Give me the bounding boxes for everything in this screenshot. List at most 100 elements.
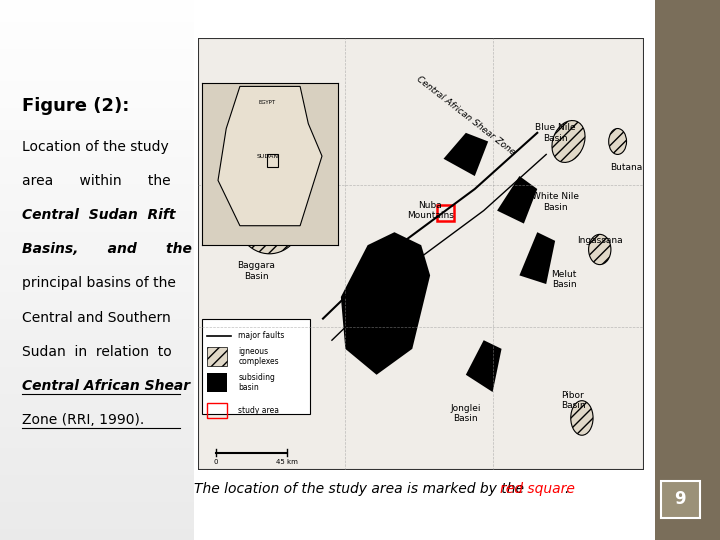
Text: 9: 9 — [675, 490, 686, 509]
Bar — [0, 38, 194, 43]
Bar — [0, 27, 194, 32]
Bar — [0, 232, 194, 238]
Bar — [0, 432, 194, 437]
Bar — [0, 421, 194, 427]
Text: Melut
Basin: Melut Basin — [552, 270, 577, 289]
Text: Nuba
Mountains: Nuba Mountains — [407, 201, 454, 220]
Bar — [0, 437, 194, 443]
Text: Blue Nile
Basin: Blue Nile Basin — [535, 123, 575, 143]
Text: Baggara
Basin: Baggara Basin — [237, 261, 275, 281]
Bar — [0, 194, 194, 200]
Bar — [0, 518, 194, 524]
Bar — [0, 351, 194, 356]
Text: White Nile
Basin: White Nile Basin — [531, 192, 579, 212]
Bar — [0, 157, 194, 162]
Bar — [0, 22, 194, 27]
Bar — [0, 205, 194, 211]
Bar — [0, 227, 194, 232]
Polygon shape — [466, 340, 502, 392]
Text: area      within      the: area within the — [22, 174, 170, 188]
Bar — [0, 92, 194, 97]
Text: major faults: major faults — [238, 332, 284, 340]
Text: EGYPT: EGYPT — [258, 100, 276, 105]
Bar — [0, 0, 194, 5]
Bar — [0, 389, 194, 394]
Bar — [0, 124, 194, 130]
Bar — [0, 524, 194, 529]
Bar — [0, 248, 194, 254]
Bar — [0, 43, 194, 49]
Bar — [0, 173, 194, 178]
Ellipse shape — [552, 120, 585, 163]
Text: subsiding
basin: subsiding basin — [238, 373, 275, 392]
Text: Darfur
Dome: Darfur Dome — [242, 179, 271, 199]
Text: Central African Shear Zone: Central African Shear Zone — [415, 75, 517, 157]
Text: Zone (RRI, 1990).: Zone (RRI, 1990). — [22, 413, 144, 427]
Bar — [0, 140, 194, 146]
Text: Figure (2):: Figure (2): — [22, 97, 129, 115]
Bar — [0, 189, 194, 194]
Ellipse shape — [589, 234, 611, 265]
Bar — [267, 154, 278, 167]
Bar — [0, 400, 194, 405]
Bar — [0, 362, 194, 367]
Bar — [0, 394, 194, 400]
Bar — [0, 167, 194, 173]
Bar — [0, 162, 194, 167]
Text: Central and Southern: Central and Southern — [22, 310, 171, 325]
Bar — [0, 254, 194, 259]
Bar — [0, 297, 194, 302]
Bar — [0, 286, 194, 292]
Bar — [0, 200, 194, 205]
Text: principal basins of the: principal basins of the — [22, 276, 176, 291]
Text: Jonglei
Basin: Jonglei Basin — [451, 404, 481, 423]
Bar — [0, 410, 194, 416]
Bar — [0, 475, 194, 481]
Bar — [0, 16, 194, 22]
Ellipse shape — [571, 401, 593, 435]
Polygon shape — [341, 232, 430, 375]
Text: Location of the study: Location of the study — [22, 140, 168, 154]
Text: Sudan  in  relation  to: Sudan in relation to — [22, 345, 171, 359]
Bar — [0, 464, 194, 470]
Bar — [0, 308, 194, 313]
Bar — [0, 335, 194, 340]
Bar — [0, 103, 194, 108]
Text: study area: study area — [238, 406, 279, 415]
Bar — [202, 319, 310, 414]
Bar — [0, 356, 194, 362]
Polygon shape — [218, 86, 322, 226]
Bar — [0, 119, 194, 124]
Bar — [0, 319, 194, 324]
Bar — [0, 243, 194, 248]
Bar — [0, 497, 194, 502]
Bar — [0, 86, 194, 92]
Bar — [207, 373, 227, 392]
Bar — [0, 459, 194, 464]
Bar — [0, 508, 194, 513]
Bar — [0, 481, 194, 486]
Bar — [0, 32, 194, 38]
Bar — [0, 76, 194, 81]
Bar — [0, 502, 194, 508]
Bar — [0, 373, 194, 378]
Text: The location of the study area is marked by the: The location of the study area is marked… — [194, 482, 528, 496]
Bar — [0, 491, 194, 497]
Bar — [0, 448, 194, 454]
Bar — [0, 216, 194, 221]
Bar — [0, 346, 194, 351]
Bar — [0, 151, 194, 157]
Bar — [0, 313, 194, 319]
Polygon shape — [519, 232, 555, 284]
Bar — [0, 292, 194, 297]
Bar — [0, 367, 194, 373]
Bar — [0, 178, 194, 184]
Text: igneous
complexes: igneous complexes — [238, 347, 279, 366]
Bar — [0, 454, 194, 459]
Bar — [0, 340, 194, 346]
Text: Basins,      and      the: Basins, and the — [22, 242, 192, 256]
Bar — [0, 270, 194, 275]
Bar — [0, 405, 194, 410]
Bar — [0, 416, 194, 421]
Text: 45 km: 45 km — [276, 459, 298, 465]
